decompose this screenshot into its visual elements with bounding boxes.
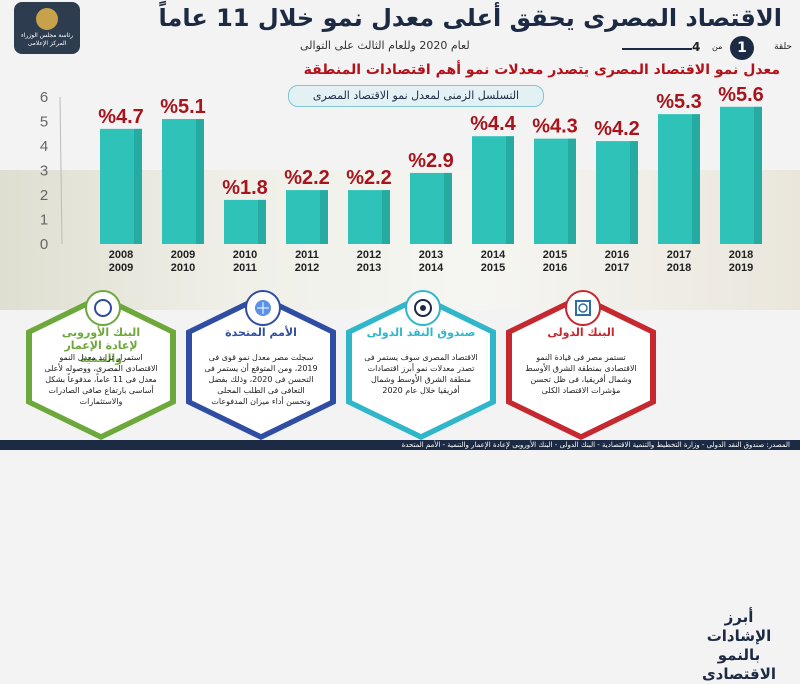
x-tick-label: 2015	[481, 262, 505, 274]
y-axis-line	[59, 96, 63, 245]
endorsements-title: أبرز الإشادات بالنمو الاقتصادى	[701, 608, 777, 683]
eagle-emblem-icon	[36, 8, 58, 30]
source-note: المصدر: صندوق النقد الدولى - وزارة التخط…	[401, 441, 790, 449]
bar-shade	[692, 114, 700, 245]
un-logo-icon	[245, 290, 281, 326]
card-un: الأمم المتحدة سجلت مصر معدل نمو قوى فى 2…	[186, 290, 336, 440]
bar-shade	[754, 106, 762, 244]
y-tick-label: 3	[40, 163, 48, 180]
x-tick-label: 2014	[481, 249, 506, 261]
data-label: %5.3	[656, 91, 702, 113]
y-tick-label: 5	[40, 114, 48, 131]
header: رئاسة مجلس الوزراء المركز الإعلامى الاقت…	[0, 0, 800, 60]
bar-shade	[506, 136, 514, 244]
data-label: %5.1	[160, 96, 206, 118]
data-label: %2.2	[346, 167, 392, 189]
data-label: %1.8	[222, 177, 268, 199]
x-tick-label: 2011	[295, 249, 319, 261]
x-tick-label: 2015	[543, 249, 567, 261]
x-tick-label: 2017	[605, 262, 629, 274]
data-label: %2.2	[284, 167, 330, 189]
card-body: الاقتصاد المصرى سوف يستمر فى تصدر معدلات…	[364, 353, 478, 395]
page-title: الاقتصاد المصرى يحقق أعلى معدل نمو خلال …	[158, 4, 782, 32]
x-tick-label: 2013	[357, 262, 381, 274]
page-subtitle: لعام 2020 وللعام الثالث على التوالى	[300, 39, 470, 52]
data-label: %4.2	[594, 118, 640, 140]
y-tick-label: 4	[40, 138, 48, 155]
x-tick-label: 2017	[667, 249, 691, 261]
episode-label: حلقة	[774, 42, 792, 52]
x-tick-label: 2018	[667, 262, 691, 274]
data-label: %5.6	[718, 84, 764, 106]
series-title-pill: التسلسل الزمنى لمعدل نمو الاقتصاد المصرى	[288, 85, 544, 107]
x-tick-label: 2019	[729, 262, 753, 274]
ebrd-logo-icon	[85, 290, 121, 326]
cabinet-logo: رئاسة مجلس الوزراء المركز الإعلامى	[14, 2, 80, 54]
x-tick-label: 2010	[233, 249, 257, 261]
y-tick-label: 2	[40, 187, 48, 204]
card-org: الأمم المتحدة	[225, 326, 297, 339]
x-tick-label: 2012	[295, 262, 319, 274]
bar-shade	[382, 190, 390, 244]
bar-shade	[258, 199, 266, 244]
x-tick-label: 2012	[357, 249, 381, 261]
card-org: البنك الأوروبى لإعادة الإعمار والتنمية	[61, 326, 141, 365]
card-body: تستمر مصر فى قيادة النمو الاقتصادى بمنطق…	[525, 353, 637, 395]
indicator-line	[622, 48, 692, 50]
bar-shade	[568, 138, 576, 244]
y-tick-label: 1	[40, 212, 48, 229]
x-tick-label: 2009	[109, 262, 133, 274]
x-tick-label: 2010	[171, 262, 195, 274]
bar-shade	[196, 119, 204, 244]
card-ebrd: البنك الأوروبى لإعادة الإعمار والتنمية ا…	[26, 290, 176, 440]
growth-bar-chart: 0123456%4.720082009%5.120092010%1.820102…	[40, 84, 764, 274]
y-tick-label: 0	[40, 236, 48, 253]
bar-shade	[320, 190, 328, 244]
imf-logo-icon	[405, 290, 441, 326]
data-label: %4.3	[532, 116, 578, 138]
x-tick-label: 2016	[605, 249, 629, 261]
episode-current: 1	[730, 36, 754, 60]
logo-text: رئاسة مجلس الوزراء المركز الإعلامى	[20, 32, 74, 47]
data-label: %2.9	[408, 150, 454, 172]
bar-shade	[134, 128, 142, 244]
data-label: %4.7	[98, 106, 144, 128]
card-body: استمرار تزايد معدل النمو الاقتصادى المصر…	[44, 353, 158, 406]
chart-headline: معدل نمو الاقتصاد المصرى يتصدر معدلات نم…	[303, 62, 780, 78]
world-bank-logo-icon	[565, 290, 601, 326]
y-tick-label: 6	[40, 89, 48, 106]
x-tick-label: 2014	[419, 262, 444, 274]
x-tick-label: 2018	[729, 249, 753, 261]
episode-total: 4	[692, 40, 701, 54]
x-tick-label: 2008	[109, 249, 133, 261]
bar-shade	[444, 172, 452, 244]
x-tick-label: 2013	[419, 249, 443, 261]
data-label: %4.4	[470, 113, 516, 135]
x-tick-label: 2009	[171, 249, 195, 261]
card-body: سجلت مصر معدل نمو قوى فى 2019، ومن المتو…	[204, 353, 318, 406]
bar-shade	[630, 141, 638, 244]
x-tick-label: 2016	[543, 262, 567, 274]
footer: المصدر: صندوق النقد الدولى - وزارة التخط…	[0, 440, 800, 450]
card-imf: صندوق النقد الدولى الاقتصاد المصرى سوف ي…	[346, 290, 496, 440]
card-world-bank: البنك الدولى تستمر مصر فى قيادة النمو ال…	[506, 290, 656, 440]
endorsements-section: البنك الأوروبى لإعادة الإعمار والتنمية ا…	[0, 290, 800, 683]
episode-indicator: 4 من 1 حلقة	[622, 36, 792, 60]
card-org: صندوق النقد الدولى	[366, 326, 476, 339]
x-tick-label: 2011	[233, 262, 257, 274]
card-org: البنك الدولى	[547, 326, 615, 339]
episode-of-label: من	[712, 42, 723, 51]
